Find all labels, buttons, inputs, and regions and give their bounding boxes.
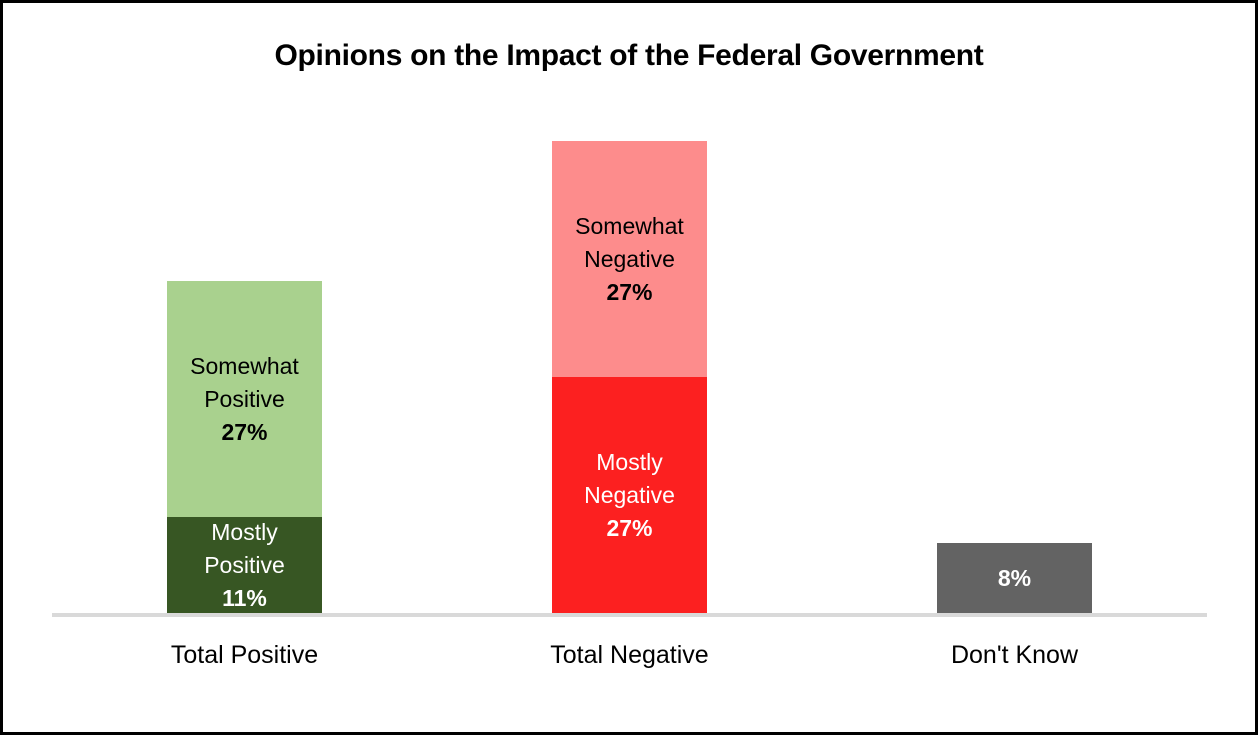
chart-column-total-negative: Mostly Negative 27% Somewhat Negative 27% [437,83,822,613]
segment-somewhat-positive: Somewhat Positive 27% [167,281,322,517]
bar-don-t-know: 8% [937,543,1092,613]
bar-total-positive: Mostly Positive 11% Somewhat Positive 27% [167,281,322,613]
x-axis-label-total-negative: Total Negative [550,641,709,669]
segment-value-label: 27% [606,278,653,305]
segment-somewhat-negative: Somewhat Negative 27% [552,141,707,377]
segment-value-label: 27% [606,514,653,541]
segment-label-line: Mostly [596,448,663,475]
chart-column-don-t-know: 8% [822,83,1207,613]
chart-title: Opinions on the Impact of the Federal Go… [274,39,984,72]
x-axis-line [52,613,1207,617]
plot-area: Mostly Positive 11% Somewhat Positive 27% Most… [52,83,1207,613]
segment-value-label: 27% [221,418,268,445]
segment-label-line: Mostly [211,518,278,545]
segment-label-line: Positive [204,551,285,578]
chart-column-total-positive: Mostly Positive 11% Somewhat Positive 27% [52,83,437,613]
bar-total-negative: Mostly Negative 27% Somewhat Negative 27% [552,141,707,613]
segment-label-line: Somewhat [190,352,299,379]
x-axis-labels: Total Positive Total Negative Don't Know [52,640,1207,670]
segment-label-line: Negative [584,481,675,508]
x-axis-label-total-positive: Total Positive [170,641,319,669]
segment-mostly-positive: Mostly Positive 11% [167,517,322,613]
segment-value-label: 11% [222,584,267,611]
segment-value-label: 8% [997,564,1032,591]
segment-label-line: Negative [584,245,675,272]
segment-label-line: Somewhat [575,212,684,239]
segment-label-line: Positive [204,385,285,412]
segment-mostly-negative: Mostly Negative 27% [552,377,707,613]
x-axis-label-don-t-know: Don't Know [950,641,1079,669]
segment-don-t-know: 8% [937,543,1092,613]
